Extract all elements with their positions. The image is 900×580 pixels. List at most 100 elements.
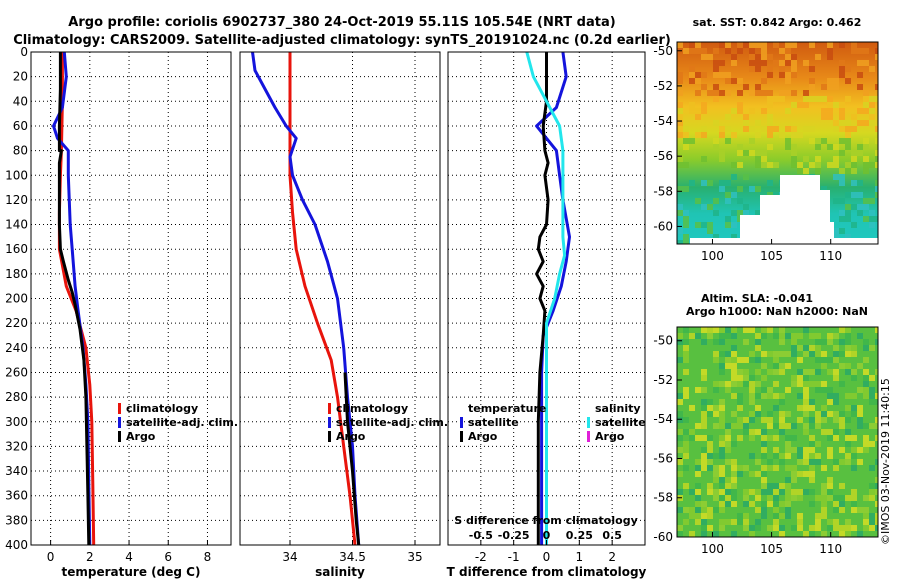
temp-legend-label: Argo	[126, 430, 156, 443]
sst-cell	[677, 162, 683, 168]
sla-cell	[701, 435, 707, 441]
sla-cell	[779, 393, 785, 399]
sla-cell	[773, 447, 779, 453]
sst-cell	[677, 42, 683, 48]
sst-cell	[731, 108, 737, 114]
depth-tick-label: 220	[5, 316, 28, 330]
sla-cell	[797, 519, 803, 525]
sst-cell	[767, 72, 773, 78]
sla-cell	[851, 411, 857, 417]
sla-cell	[803, 369, 809, 375]
sla-cell	[767, 501, 773, 507]
sst-map	[676, 41, 879, 245]
sla-cell	[827, 369, 833, 375]
sla-cell	[869, 483, 875, 489]
sla-cell	[737, 465, 743, 471]
sla-cell	[761, 471, 767, 477]
sst-cell	[779, 96, 785, 102]
sla-cell	[737, 369, 743, 375]
sst-cell	[725, 42, 731, 48]
sst-cell	[695, 198, 701, 204]
sst-cell	[827, 162, 833, 168]
sla-cell	[797, 357, 803, 363]
sla-cell	[809, 351, 815, 357]
sla-cell	[719, 423, 725, 429]
sla-cell	[743, 369, 749, 375]
sst-cell	[707, 204, 713, 210]
sst-cell	[689, 138, 695, 144]
sla-cell	[701, 369, 707, 375]
sla-cell	[767, 369, 773, 375]
sst-cell	[761, 48, 767, 54]
sla-cell	[707, 447, 713, 453]
diff-legend-sal-argo-swatch	[587, 431, 590, 442]
sla-cell	[773, 423, 779, 429]
sst-cell	[821, 138, 827, 144]
sla-cell	[695, 465, 701, 471]
sla-cell	[743, 513, 749, 519]
sla-cell	[845, 345, 851, 351]
sla-cell	[701, 423, 707, 429]
sla-cell	[851, 489, 857, 495]
sla-cell	[833, 525, 839, 531]
sla-cell	[767, 525, 773, 531]
diff-series-group	[525, 52, 571, 545]
sst-cell	[689, 78, 695, 84]
sst-cell	[701, 222, 707, 228]
sst-cell	[863, 120, 869, 126]
sla-cell	[713, 351, 719, 357]
sla-cell	[863, 525, 869, 531]
sst-cell	[809, 126, 815, 132]
sla-cell	[857, 447, 863, 453]
sst-cell	[743, 114, 749, 120]
sla-cell	[869, 375, 875, 381]
depth-tick-label: 40	[13, 94, 28, 108]
sla-cell	[677, 459, 683, 465]
depth-tick-label: 100	[5, 168, 28, 182]
sla-map-title-line1: Altim. SLA: -0.041	[701, 292, 813, 305]
sla-cell	[749, 351, 755, 357]
sla-cell	[731, 465, 737, 471]
sla-map-frame	[676, 326, 879, 538]
sla-cell	[851, 393, 857, 399]
sla-cell	[791, 489, 797, 495]
sla-cell	[713, 339, 719, 345]
sla-cell	[731, 411, 737, 417]
sst-cell	[737, 108, 743, 114]
depth-tick-label: 80	[13, 144, 28, 158]
sla-cell	[683, 357, 689, 363]
sla-cell	[743, 327, 749, 333]
sla-cell	[839, 423, 845, 429]
sst-cell	[755, 120, 761, 126]
sla-cell	[761, 363, 767, 369]
sla-cell	[773, 369, 779, 375]
sla-cell	[683, 465, 689, 471]
sst-cell	[815, 144, 821, 150]
sst-cell	[677, 240, 683, 244]
sla-cell	[863, 423, 869, 429]
sst-cell	[695, 78, 701, 84]
sst-cell	[779, 90, 785, 96]
sst-cell	[797, 132, 803, 138]
sla-cell	[875, 483, 878, 489]
sla-cell	[821, 501, 827, 507]
sla-cell	[737, 423, 743, 429]
sla-cell	[725, 459, 731, 465]
sla-cell	[695, 513, 701, 519]
sla-cell	[821, 483, 827, 489]
sla-cell	[827, 411, 833, 417]
sst-cell	[731, 234, 737, 240]
sla-cell	[809, 465, 815, 471]
temp-legend-swatch	[118, 403, 121, 414]
sst-cell	[809, 96, 815, 102]
sla-cell	[719, 501, 725, 507]
sla-cell	[797, 459, 803, 465]
sla-cell	[743, 525, 749, 531]
sla-cell	[809, 399, 815, 405]
sla-cell	[755, 507, 761, 513]
sla-cell	[809, 423, 815, 429]
sst-cell	[875, 96, 878, 102]
sla-cell	[785, 435, 791, 441]
sla-cell	[677, 339, 683, 345]
sla-cell	[725, 495, 731, 501]
